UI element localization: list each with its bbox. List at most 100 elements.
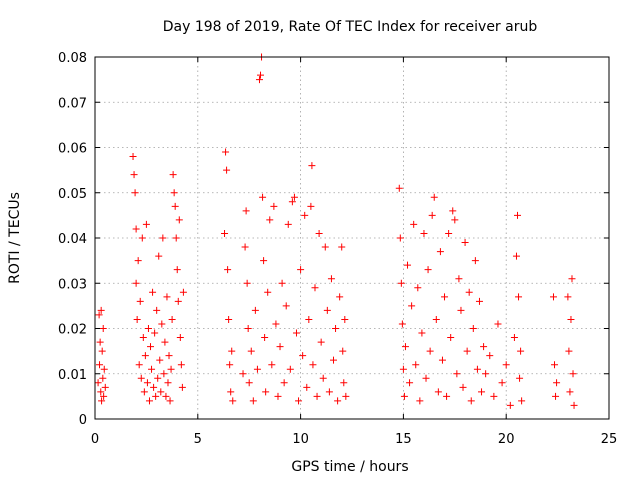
data-point <box>549 293 557 301</box>
data-point <box>551 361 559 369</box>
data-point <box>332 325 340 332</box>
data-point <box>161 338 169 346</box>
data-point <box>321 243 329 251</box>
data-point <box>266 216 274 224</box>
data-point <box>148 365 156 373</box>
data-point <box>516 374 524 382</box>
data-point <box>178 383 186 391</box>
data-point <box>552 392 560 400</box>
data-point <box>305 315 313 323</box>
data-point <box>432 315 440 323</box>
data-point <box>338 243 346 251</box>
data-point <box>459 383 467 391</box>
data-point <box>568 275 576 283</box>
y-ticks: 0 0.01 0.02 0.03 0.04 0.05 0.06 0.07 0.08 <box>58 51 609 428</box>
x-tick-label: 15 <box>395 432 412 447</box>
data-point <box>241 243 249 251</box>
data-point <box>257 71 265 79</box>
data-point <box>100 365 108 373</box>
data-point <box>97 306 105 314</box>
data-point <box>406 379 414 387</box>
data-point <box>242 207 250 215</box>
data-point <box>315 229 323 237</box>
data-point <box>308 162 316 170</box>
data-point <box>404 261 412 269</box>
data-point <box>473 365 481 373</box>
data-point <box>514 211 522 219</box>
data-point <box>245 379 253 387</box>
data-point <box>478 388 486 396</box>
data-point <box>158 320 166 328</box>
data-point <box>307 202 315 210</box>
data-point <box>262 388 270 396</box>
data-point <box>564 293 572 301</box>
data-point <box>173 266 181 274</box>
data-point <box>164 379 172 387</box>
data-point <box>153 306 161 314</box>
data-point <box>163 293 171 301</box>
data-point <box>99 374 107 382</box>
data-point <box>430 193 438 201</box>
data-point <box>408 302 416 310</box>
data-point <box>395 184 403 192</box>
y-tick-label: 0.04 <box>58 232 87 247</box>
data-point <box>313 392 321 400</box>
data-point <box>565 347 573 355</box>
data-point <box>339 347 347 355</box>
data-point <box>292 329 300 337</box>
data-point <box>179 288 187 296</box>
data-point <box>253 365 261 373</box>
data-point <box>100 392 108 400</box>
data-point <box>168 315 176 323</box>
data-point <box>99 325 107 332</box>
data-point <box>398 320 406 328</box>
data-point <box>174 297 182 305</box>
data-point <box>160 370 168 378</box>
x-tick-label: 10 <box>292 432 309 447</box>
data-point <box>282 302 290 310</box>
data-point <box>261 334 269 342</box>
y-tick-label: 0.07 <box>58 96 87 111</box>
data-point <box>453 370 461 378</box>
data-point <box>151 329 159 337</box>
data-point <box>490 392 498 400</box>
y-tick-label: 0 <box>79 413 87 428</box>
data-point <box>336 293 344 301</box>
x-axis-label: GPS time / hours <box>291 459 408 475</box>
data-point <box>132 279 140 287</box>
data-point <box>319 374 327 382</box>
data-point <box>260 257 268 265</box>
data-point <box>228 347 236 355</box>
data-point <box>129 153 137 161</box>
data-point <box>244 325 252 332</box>
data-point <box>303 383 311 391</box>
data-point <box>131 189 139 197</box>
data-point <box>420 229 428 237</box>
data-point <box>278 279 286 287</box>
data-point <box>443 392 451 400</box>
data-point <box>98 347 106 355</box>
data-point <box>136 297 144 305</box>
data-point <box>475 297 483 305</box>
data-point <box>137 374 145 382</box>
data-point <box>159 234 167 242</box>
data-point <box>510 334 518 342</box>
grid-lines <box>95 57 609 419</box>
data-point <box>422 374 430 382</box>
data-point <box>566 388 574 396</box>
data-point <box>317 338 325 346</box>
data-point <box>471 257 479 265</box>
data-point <box>334 397 342 405</box>
data-point <box>227 388 235 396</box>
data-point <box>438 356 446 364</box>
data-point <box>399 365 407 373</box>
data-point <box>515 293 523 301</box>
data-point <box>162 392 170 400</box>
data-point <box>176 334 184 342</box>
data-point <box>290 193 298 201</box>
data-point <box>140 388 148 396</box>
data-point <box>463 347 471 355</box>
data-point <box>295 397 303 405</box>
data-point <box>506 401 514 409</box>
data-point <box>171 202 179 210</box>
